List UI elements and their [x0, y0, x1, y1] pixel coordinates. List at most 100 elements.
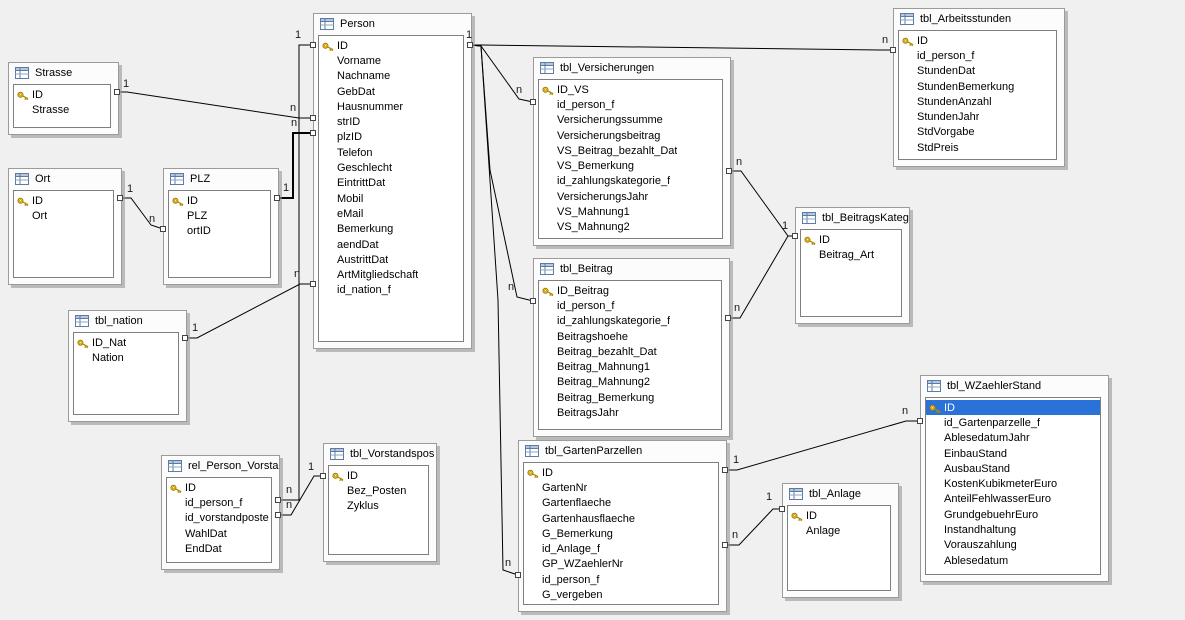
relationship-line[interactable]	[277, 132, 313, 199]
field-row[interactable]: Beitragshoehe	[539, 329, 721, 344]
field-row[interactable]: KostenKubikmeterEuro	[926, 476, 1100, 491]
field-row[interactable]: VS_Bemerkung	[539, 158, 722, 173]
table-title-bar[interactable]: Ort	[9, 169, 121, 189]
table-title-bar[interactable]: Strasse	[9, 63, 118, 83]
field-row[interactable]: GP_WZaehlerNr	[524, 557, 718, 572]
field-row[interactable]: id_Gartenparzelle_f	[926, 415, 1100, 430]
table-title-bar[interactable]: tbl_Versicherungen	[534, 58, 730, 78]
field-row[interactable]: ortID	[169, 224, 270, 239]
field-row[interactable]: Versicherungsbeitrag	[539, 128, 722, 143]
relationship-line[interactable]	[725, 420, 920, 471]
field-row[interactable]: Nation	[74, 350, 178, 365]
field-row[interactable]: id_person_f	[167, 495, 271, 510]
field-row[interactable]: Beitrag_bezahlt_Dat	[539, 344, 721, 359]
field-row[interactable]: ID	[801, 232, 901, 247]
field-row[interactable]: ID_VS	[539, 82, 722, 97]
field-row[interactable]: AnteilFehlwasserEuro	[926, 492, 1100, 507]
field-row[interactable]: WahlDat	[167, 526, 271, 541]
field-row[interactable]: GebDat	[319, 84, 463, 99]
relationship-line[interactable]	[469, 44, 519, 576]
field-row[interactable]: Versicherungssumme	[539, 113, 722, 128]
relationship-line[interactable]	[117, 91, 313, 119]
field-row[interactable]: G_vergeben	[524, 587, 718, 602]
field-row[interactable]: Geschlecht	[319, 160, 463, 175]
field-row[interactable]: Bemerkung	[319, 222, 463, 237]
relationship-line[interactable]	[469, 44, 534, 302]
relationship-line[interactable]	[278, 44, 313, 501]
table-box-Strasse[interactable]: Strasse ID Strasse	[8, 62, 119, 135]
field-row[interactable]: plzID	[319, 130, 463, 145]
table-box-tbl_Arbeitsstunden[interactable]: tbl_Arbeitsstunden ID id_person_f StundenDa…	[893, 8, 1065, 167]
field-row[interactable]: Mobil	[319, 191, 463, 206]
field-row[interactable]: ID	[524, 465, 718, 480]
table-title-bar[interactable]: tbl_Beitrag	[534, 259, 729, 279]
field-row[interactable]: Telefon	[319, 145, 463, 160]
field-row[interactable]: EndDat	[167, 541, 271, 556]
field-row[interactable]: VersicherungsJahr	[539, 189, 722, 204]
field-row[interactable]: ID	[788, 508, 890, 523]
table-box-tbl_BeitragsKateg[interactable]: tbl_BeitragsKateg ID Beitrag_Art	[795, 207, 910, 324]
field-row[interactable]: StdVorgabe	[899, 125, 1056, 140]
relationship-line[interactable]	[469, 44, 534, 103]
field-row[interactable]: StundenBemerkung	[899, 79, 1056, 94]
field-row[interactable]: Anlage	[788, 523, 890, 538]
field-row[interactable]: Strasse	[14, 102, 110, 117]
field-row[interactable]: id_zahlungskategorie_f	[539, 314, 721, 329]
field-row[interactable]: VS_Beitrag_bezahlt_Dat	[539, 143, 722, 158]
field-row[interactable]: id_person_f	[539, 97, 722, 112]
field-row[interactable]: eMail	[319, 206, 463, 221]
field-row[interactable]: StundenJahr	[899, 109, 1056, 124]
field-row[interactable]: ID_Beitrag	[539, 283, 721, 298]
field-row[interactable]: Gartenflaeche	[524, 496, 718, 511]
field-row[interactable]: Gartenhausflaeche	[524, 511, 718, 526]
relationship-line[interactable]	[470, 44, 893, 51]
table-box-tbl_Versicherungen[interactable]: tbl_Versicherungen ID_VS id_person_f Versic…	[533, 57, 731, 246]
table-box-tbl_Anlage[interactable]: tbl_Anlage ID Anlage	[782, 483, 899, 598]
field-row[interactable]: ID_Nat	[74, 335, 178, 350]
field-row[interactable]: AusbauStand	[926, 461, 1100, 476]
field-row[interactable]: EinbauStand	[926, 446, 1100, 461]
field-row[interactable]: AblesedatumJahr	[926, 431, 1100, 446]
field-row[interactable]: ID	[319, 38, 463, 53]
table-title-bar[interactable]: tbl_WZaehlerStand	[921, 376, 1108, 396]
field-row[interactable]: BeitragsJahr	[539, 405, 721, 420]
table-box-tbl_WZaehlerStand[interactable]: tbl_WZaehlerStand ID id_Gartenparzelle_f Ab…	[920, 375, 1109, 582]
field-row[interactable]: G_Bemerkung	[524, 526, 718, 541]
field-row[interactable]: ID	[167, 480, 271, 495]
table-title-bar[interactable]: tbl_nation	[69, 311, 186, 331]
table-title-bar[interactable]: PLZ	[164, 169, 278, 189]
field-row[interactable]: Beitrag_Mahnung2	[539, 375, 721, 390]
field-row[interactable]: id_person_f	[539, 298, 721, 313]
field-row[interactable]: Vorauszahlung	[926, 538, 1100, 553]
field-row[interactable]: ID	[329, 468, 428, 483]
field-row[interactable]: id_zahlungskategorie_f	[539, 174, 722, 189]
field-row[interactable]: id_vorstandposte	[167, 511, 271, 526]
field-row[interactable]: Instandhaltung	[926, 522, 1100, 537]
table-box-Ort[interactable]: Ort ID Ort	[8, 168, 122, 285]
table-title-bar[interactable]: rel_Person_Vorsta	[162, 456, 279, 476]
table-box-Person[interactable]: Person ID Vorname Nachname GebDat Hausnummer s…	[313, 13, 472, 349]
field-row[interactable]: PLZ	[169, 208, 270, 223]
field-row[interactable]: VS_Mahnung1	[539, 204, 722, 219]
relationship-line[interactable]	[120, 197, 164, 230]
field-row[interactable]: ID	[899, 33, 1056, 48]
field-row[interactable]: id_person_f	[899, 48, 1056, 63]
field-row[interactable]: GrundgebuehrEuro	[926, 507, 1100, 522]
field-row[interactable]: id_Anlage_f	[524, 541, 718, 556]
table-box-tbl_nation[interactable]: tbl_nation ID_Nat Nation	[68, 310, 187, 422]
relationship-line[interactable]	[185, 283, 313, 339]
table-box-tbl_Beitrag[interactable]: tbl_Beitrag ID_Beitrag id_person_f id_zahlu…	[533, 258, 730, 437]
table-title-bar[interactable]: tbl_GartenParzellen	[519, 441, 726, 461]
field-row[interactable]: Zyklus	[329, 499, 428, 514]
relationship-line[interactable]	[278, 475, 323, 516]
field-row[interactable]: ID	[14, 193, 113, 208]
field-row[interactable]: AustrittDat	[319, 252, 463, 267]
table-box-rel_Person_Vorsta[interactable]: rel_Person_Vorsta ID id_person_f id_vorstan…	[161, 455, 280, 570]
field-row[interactable]: Bez_Posten	[329, 483, 428, 498]
field-row[interactable]: aendDat	[319, 237, 463, 252]
relationship-line[interactable]	[729, 170, 795, 237]
field-row[interactable]: id_nation_f	[319, 283, 463, 298]
field-row[interactable]: strID	[319, 114, 463, 129]
field-row[interactable]: Beitrag_Bemerkung	[539, 390, 721, 405]
field-row[interactable]: StundenAnzahl	[899, 94, 1056, 109]
